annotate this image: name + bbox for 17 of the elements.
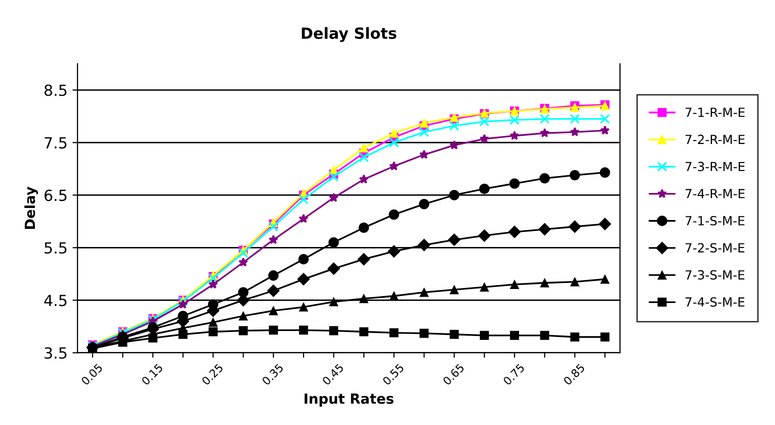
legend-label: 7-2-S-M-E [686, 243, 744, 253]
y-tick-label: 6.5 [44, 190, 66, 202]
chart-title: Delay Slots [302, 27, 396, 42]
legend-label: 7-4-S-M-E [686, 297, 744, 307]
legend-label: 7-4-R-M-E [686, 189, 745, 198]
legend-label: 7-3-R-M-E [686, 162, 745, 172]
y-tick-label: 5.5 [44, 242, 66, 254]
x-axis-title: Input Rates [304, 394, 394, 407]
y-axis-title: Delay [24, 186, 38, 229]
legend-label: 7-2-R-M-E [686, 134, 745, 144]
legend-label: 7-1-R-M-E [686, 108, 745, 117]
y-tick-label: 4.5 [44, 294, 66, 306]
legend-label: 7-3-S-M-E [686, 270, 744, 280]
y-tick-label: 8.5 [44, 84, 66, 96]
y-tick-label: 3.5 [44, 347, 66, 359]
y-tick-label: 7.5 [44, 137, 66, 149]
legend-label: 7-1-S-M-E [686, 216, 744, 226]
